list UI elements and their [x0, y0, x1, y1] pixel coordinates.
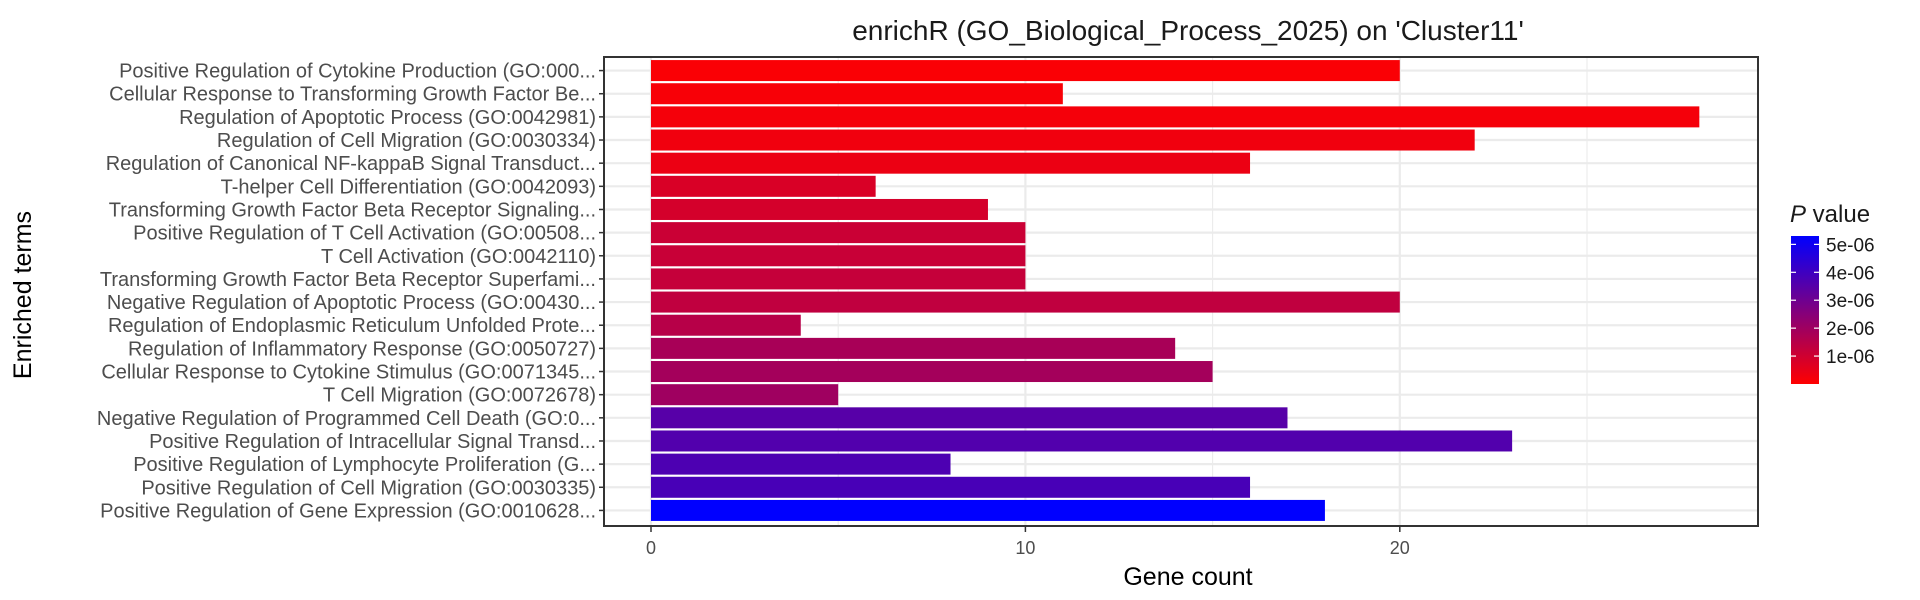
y-tick-label: Regulation of Canonical NF-kappaB Signal… — [106, 153, 596, 175]
x-axis: 0 10 20 — [646, 526, 1410, 558]
y-tick-label: Positive Regulation of Lymphocyte Prolif… — [133, 454, 596, 476]
legend-tick-label: 1e-06 — [1826, 347, 1875, 368]
y-tick-label: Positive Regulation of Intracellular Sig… — [149, 431, 596, 453]
bar — [651, 476, 1251, 498]
bar — [651, 106, 1700, 128]
y-tick-label: Regulation of Endoplasmic Reticulum Unfo… — [108, 315, 596, 337]
bar — [651, 83, 1063, 105]
y-tick-label: Regulation of Cell Migration (GO:0030334… — [217, 130, 596, 152]
y-tick-label: T-helper Cell Differentiation (GO:004209… — [221, 176, 596, 198]
chart-title: enrichR (GO_Biological_Process_2025) on … — [852, 15, 1524, 46]
legend-title: P value — [1790, 201, 1870, 228]
bar — [651, 337, 1176, 359]
legend-title-rest: value — [1806, 201, 1870, 228]
bar — [651, 407, 1288, 429]
bar — [651, 245, 1026, 267]
y-tick-label: Negative Regulation of Apoptotic Process… — [107, 292, 596, 314]
y-tick-label: T Cell Migration (GO:0072678) — [323, 385, 596, 407]
y-tick-label: Positive Regulation of T Cell Activation… — [133, 223, 596, 245]
y-tick-label: Cellular Response to Transforming Growth… — [109, 84, 596, 106]
bar — [651, 291, 1400, 313]
y-tick-label: Transforming Growth Factor Beta Receptor… — [100, 269, 596, 291]
plot-panel-border — [603, 56, 1759, 527]
bar — [651, 175, 876, 197]
y-tick-label: Negative Regulation of Programmed Cell D… — [97, 408, 596, 430]
y-tick-label: Positive Regulation of Cytokine Producti… — [119, 61, 596, 83]
x-tick-label: 20 — [1390, 538, 1410, 558]
bar — [651, 222, 1026, 244]
y-tick-label: Regulation of Inflammatory Response (GO:… — [128, 338, 596, 360]
bars — [651, 60, 1700, 521]
bar — [651, 60, 1400, 82]
bar — [651, 152, 1251, 174]
y-tick-label: T Cell Activation (GO:0042110) — [321, 246, 596, 268]
bar — [651, 198, 988, 220]
y-tick-label: Cellular Response to Cytokine Stimulus (… — [101, 362, 596, 384]
legend-tick-label: 2e-06 — [1826, 319, 1875, 340]
x-axis-title: Gene count — [1123, 563, 1252, 591]
bar — [651, 453, 951, 475]
legend-tick-label: 4e-06 — [1826, 263, 1875, 284]
y-tick-label: Positive Regulation of Cell Migration (G… — [141, 477, 596, 499]
bar — [651, 499, 1325, 521]
bar — [651, 129, 1475, 151]
bar — [651, 361, 1213, 383]
bar — [651, 314, 801, 336]
bar — [651, 430, 1513, 452]
y-tick-label: Regulation of Apoptotic Process (GO:0042… — [179, 107, 596, 129]
legend-colorbar — [1791, 236, 1819, 384]
bar — [651, 268, 1026, 290]
legend-tick-label: 3e-06 — [1826, 291, 1875, 312]
legend-tick-label: 5e-06 — [1826, 235, 1875, 256]
y-axis-title: Enriched terms — [9, 211, 37, 379]
x-tick-label: 0 — [646, 538, 656, 558]
color-legend: P value 1e-06 2e-06 3e-06 4e-06 5e-06 — [1790, 201, 1875, 384]
bar — [651, 384, 839, 406]
legend-title-italic: P — [1790, 201, 1806, 228]
x-tick-label: 10 — [1015, 538, 1035, 558]
y-tick-label: Positive Regulation of Gene Expression (… — [100, 500, 596, 522]
y-tick-label: Transforming Growth Factor Beta Receptor… — [109, 199, 596, 221]
legend-ticks: 1e-06 2e-06 3e-06 4e-06 5e-06 — [1791, 235, 1875, 368]
y-axis: Positive Regulation of Cytokine Producti… — [97, 61, 604, 522]
